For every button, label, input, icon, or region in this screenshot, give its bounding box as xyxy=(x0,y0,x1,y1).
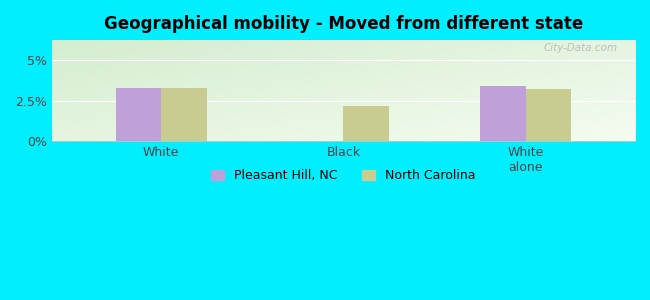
Bar xyxy=(116,88,161,141)
Text: City-Data.com: City-Data.com xyxy=(543,43,618,53)
Legend: Pleasant Hill, NC, North Carolina: Pleasant Hill, NC, North Carolina xyxy=(206,164,480,188)
Bar xyxy=(480,86,526,141)
Bar xyxy=(161,88,207,141)
Bar xyxy=(343,106,389,141)
Bar xyxy=(526,89,571,141)
Title: Geographical mobility - Moved from different state: Geographical mobility - Moved from diffe… xyxy=(104,15,583,33)
